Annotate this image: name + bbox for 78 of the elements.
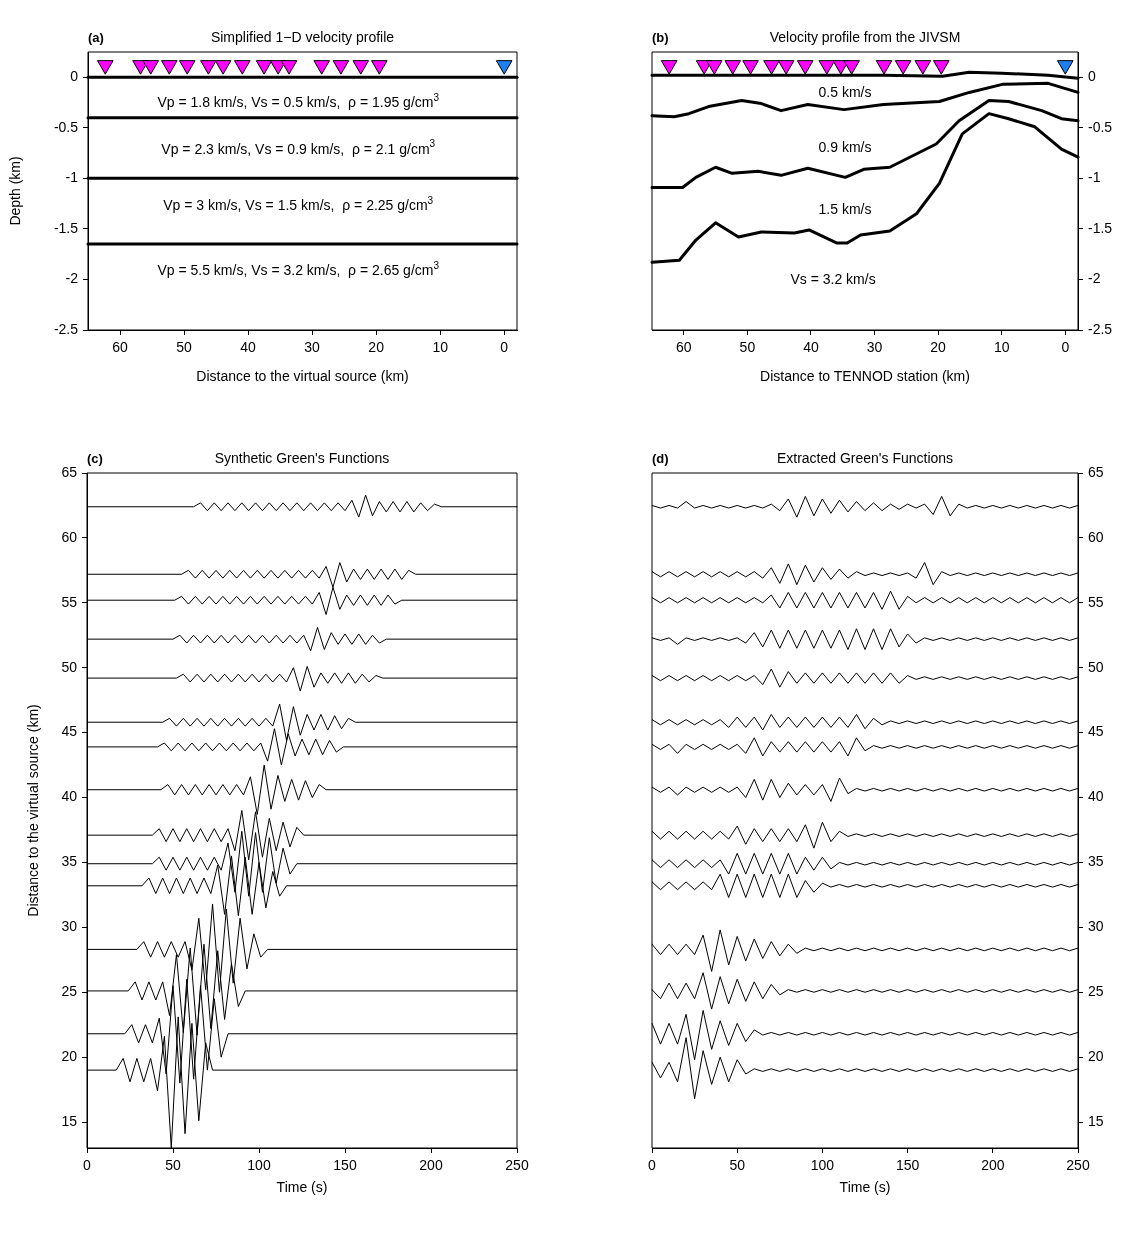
x-tick-label: 20 [930, 339, 947, 356]
y2-tick-label: 50 [1088, 658, 1104, 675]
x-tick-label: 150 [895, 1157, 920, 1174]
x-tick-label: 0 [83, 1157, 92, 1174]
x-tick-label: 60 [676, 339, 692, 356]
chart-title: Velocity profile from the JIVSM [769, 28, 961, 45]
x-tick-label: 10 [993, 339, 1010, 356]
y2-tick-label: -1.5 [1088, 219, 1113, 236]
x-tick-label: 250 [505, 1157, 529, 1174]
y-tick-label: 15 [61, 1112, 78, 1129]
x-axis-title: Distance to TENNOD station (km) [760, 368, 970, 385]
y-tick-label: 25 [61, 983, 78, 1000]
y2-tick-label: 65 [1088, 463, 1104, 480]
y-axis-title: Depth (km) [7, 156, 24, 226]
y-tick-label: -1 [65, 169, 79, 186]
x-tick-label: 60 [112, 339, 129, 356]
y2-tick-label: 45 [1088, 723, 1104, 740]
x-tick-label: 50 [165, 1157, 181, 1174]
y-tick-label: 55 [61, 593, 78, 610]
x-axis-title: Time (s) [839, 1179, 891, 1196]
x-tick-label: 0 [1061, 339, 1070, 356]
annotation: 0.5 km/s [818, 84, 872, 101]
x-axis-title: Distance to the virtual source (km) [196, 368, 409, 385]
y-tick-label: 45 [61, 723, 78, 740]
y2-tick-label: 60 [1088, 528, 1104, 545]
y-axis-title: Distance to the virtual source (km) [25, 704, 42, 917]
x-tick-label: 250 [1066, 1157, 1090, 1174]
y-tick-label: 20 [61, 1047, 78, 1064]
y-tick-label: 40 [61, 788, 78, 805]
x-tick-label: 50 [739, 339, 756, 356]
x-tick-label: 150 [333, 1157, 357, 1174]
x-tick-label: 30 [866, 339, 883, 356]
text: (b) [652, 29, 669, 45]
y-tick-label: -1.5 [53, 219, 79, 236]
y2-tick-label: -2 [1088, 270, 1101, 287]
y2-tick-label: 35 [1088, 853, 1104, 870]
x-tick-label: 30 [304, 339, 321, 356]
y-tick-label: -0.5 [53, 118, 79, 135]
y-tick-label: 35 [61, 853, 78, 870]
y2-tick-label: 40 [1088, 788, 1104, 805]
x-tick-label: 100 [810, 1157, 835, 1174]
text: (d) [652, 450, 669, 466]
chart-title: Extracted Green's Functions [776, 449, 954, 466]
y2-tick-label: -0.5 [1088, 118, 1113, 135]
y2-tick-label: 30 [1088, 918, 1104, 935]
x-tick-label: 50 [176, 339, 193, 356]
annotation: 0.9 km/s [818, 139, 872, 156]
text: (a) [88, 29, 104, 45]
chart-title: Simplified 1−D velocity profile [210, 28, 395, 45]
y2-tick-label: -1 [1088, 169, 1101, 186]
y2-tick-label: 15 [1088, 1112, 1104, 1129]
y2-tick-label: 25 [1088, 983, 1104, 1000]
y2-tick-label: 0 [1088, 68, 1096, 85]
y-tick-label: 65 [61, 463, 78, 480]
y-tick-label: 30 [61, 918, 78, 935]
y2-tick-label: 20 [1088, 1047, 1104, 1064]
x-tick-label: 0 [500, 339, 509, 356]
x-tick-label: 0 [648, 1157, 657, 1174]
y-tick-label: 50 [61, 658, 78, 675]
y2-tick-label: 55 [1088, 593, 1104, 610]
chart-title: Synthetic Green's Functions [214, 449, 390, 466]
annotation: 1.5 km/s [818, 200, 872, 217]
y2-tick-label: -2.5 [1088, 320, 1113, 337]
y-tick-label: 0 [70, 68, 79, 85]
x-tick-label: 50 [729, 1157, 746, 1174]
y-tick-label: -2.5 [53, 320, 79, 337]
annotation: Vs = 3.2 km/s [790, 270, 876, 287]
x-tick-label: 200 [981, 1157, 1005, 1174]
x-tick-label: 200 [419, 1157, 443, 1174]
y-tick-label: -2 [65, 270, 79, 287]
x-tick-label: 100 [247, 1157, 271, 1174]
x-tick-label: 20 [368, 339, 385, 356]
x-tick-label: 40 [240, 339, 257, 356]
x-tick-label: 10 [432, 339, 449, 356]
text: (c) [87, 450, 103, 466]
x-axis-title: Time (s) [276, 1179, 328, 1196]
y-tick-label: 60 [61, 528, 78, 545]
x-tick-label: 40 [803, 339, 819, 356]
